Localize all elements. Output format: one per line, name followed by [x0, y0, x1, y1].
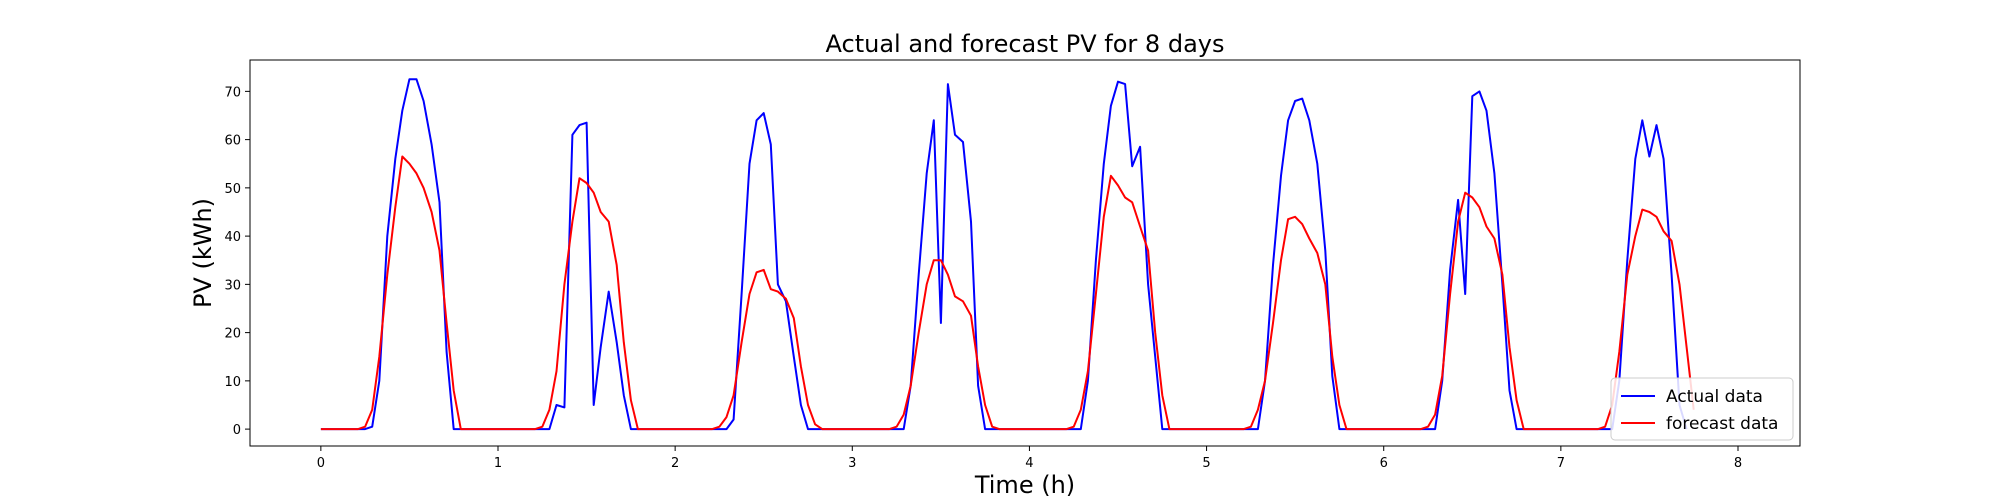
- x-tick-label: 1: [494, 456, 502, 471]
- y-tick-label: 10: [224, 375, 241, 390]
- chart-title: Actual and forecast PV for 8 days: [826, 30, 1225, 58]
- x-tick-label: 7: [1557, 456, 1565, 471]
- y-tick-label: 60: [224, 134, 241, 149]
- x-tick-label: 3: [848, 456, 856, 471]
- y-tick-label: 0: [233, 423, 241, 438]
- plot-frame: [249, 59, 1801, 447]
- y-tick-label: 30: [224, 278, 241, 293]
- y-tick-label: 70: [224, 85, 241, 100]
- x-tick-label: 6: [1380, 456, 1388, 471]
- y-tick-label: 50: [224, 182, 241, 197]
- plot-lines: [320, 78, 1695, 431]
- x-axis-label: Time (h): [974, 471, 1075, 499]
- legend-label: Actual data: [1666, 387, 1763, 407]
- legend: Actual data forecast data: [1610, 377, 1794, 441]
- series-line-forecast: [320, 155, 1695, 431]
- series-line-actual: [320, 78, 1688, 431]
- x-tick-label: 8: [1734, 456, 1742, 471]
- legend-label: forecast data: [1666, 414, 1778, 434]
- x-tick-label: 2: [671, 456, 679, 471]
- x-tick-label: 5: [1202, 456, 1210, 471]
- y-tick-label: 20: [224, 327, 241, 342]
- x-tick-label: 4: [1025, 456, 1033, 471]
- y-tick-label: 40: [224, 230, 241, 245]
- legend-box: [1610, 377, 1794, 441]
- x-axis-ticks: 0 1 2 3 4 5 6 7 8: [317, 446, 1742, 471]
- y-axis-label: PV (kWh): [189, 198, 217, 308]
- x-tick-label: 0: [317, 456, 325, 471]
- y-axis-ticks: 0 10 20 30 40 50 60 70: [224, 85, 250, 438]
